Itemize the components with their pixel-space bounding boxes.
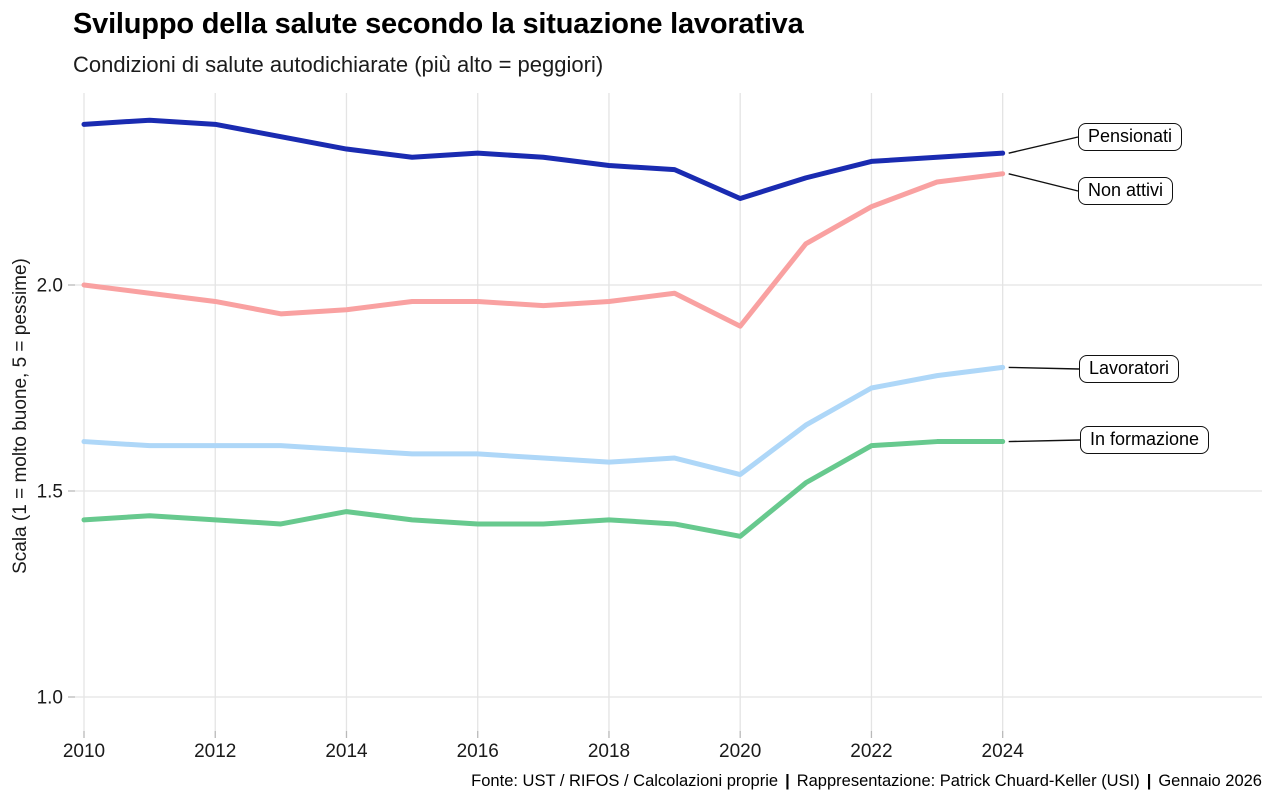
x-tick-label: 2020 (719, 741, 761, 762)
source-footer: Fonte: UST / RIFOS / Calcolazioni propri… (471, 772, 1262, 791)
x-tick-label: 2018 (588, 741, 630, 762)
series-line-pensionati (81, 117, 1006, 201)
x-tick-label: 2024 (982, 741, 1025, 762)
x-tick-label: 2016 (457, 741, 499, 762)
series-label-lavoratori: Lavoratori (1079, 355, 1180, 383)
chart-title: Sviluppo della salute secondo la situazi… (73, 8, 804, 40)
footer-separator: | (785, 772, 790, 790)
label-connector (1008, 136, 1079, 154)
series-line-in-formazione (81, 439, 1006, 539)
y-tick-label: 1.0 (37, 688, 63, 709)
y-tick-label: 1.5 (37, 482, 63, 503)
footer-part: Rappresentazione: Patrick Chuard-Keller … (796, 772, 1140, 790)
series-line-non-attivi (81, 171, 1006, 329)
footer-part: Fonte: UST / RIFOS / Calcolazioni propri… (471, 772, 779, 790)
x-tick-label: 2010 (63, 741, 105, 762)
label-connector (1008, 173, 1079, 192)
x-tick-label: 2022 (850, 741, 892, 762)
footer-separator: | (1146, 772, 1152, 790)
y-tick-label: 2.0 (37, 276, 63, 297)
series-line-lavoratori (81, 364, 1006, 478)
series-label-non-attivi: Non attivi (1078, 177, 1174, 205)
series-label-pensionati: Pensionati (1078, 123, 1183, 151)
footer-part: Gennaio 2026 (1158, 772, 1262, 790)
x-tick-label: 2014 (325, 741, 368, 762)
label-connector (1008, 366, 1080, 370)
series-label-in-formazione: In formazione (1080, 426, 1210, 454)
x-tick-label: 2012 (194, 741, 236, 762)
chart-subtitle: Condizioni di salute autodichiarate (più… (73, 52, 604, 77)
label-connector (1008, 439, 1081, 443)
